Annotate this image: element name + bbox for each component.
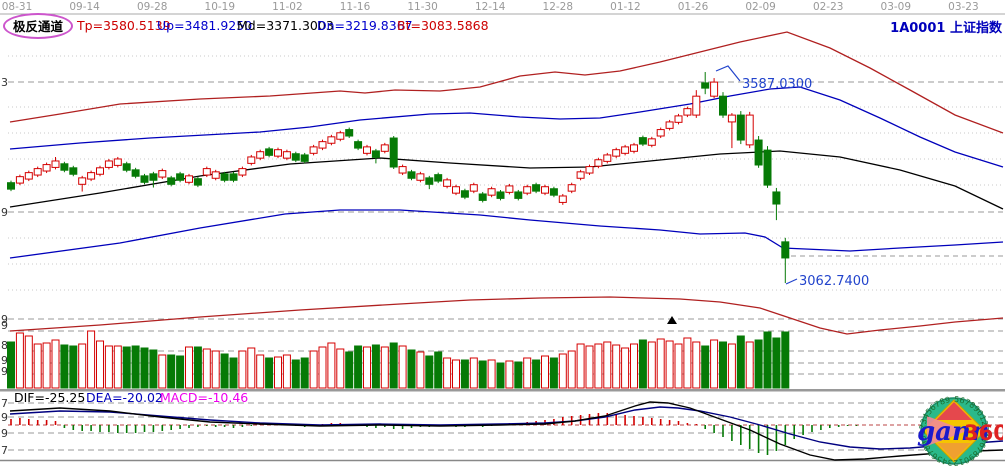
svg-text:7: 7 <box>1 444 8 457</box>
svg-text:9: 9 <box>1 319 8 332</box>
svg-text:8: 8 <box>1 339 8 352</box>
svg-text:3: 3 <box>1 76 8 89</box>
symbol-title: 1A0001 上证指数 <box>890 17 1002 36</box>
svg-text:01-26: 01-26 <box>678 1 709 13</box>
logo-arrow <box>927 416 967 446</box>
svg-text:09-14: 09-14 <box>69 1 100 13</box>
svg-text:09-28: 09-28 <box>137 1 168 13</box>
svg-text:9: 9 <box>1 427 8 440</box>
svg-text:12-14: 12-14 <box>475 1 506 13</box>
annotation-low-label: 3062.7400 <box>799 274 869 289</box>
candlesticks <box>7 72 790 284</box>
up-value: Up=3481.9250 <box>157 18 253 33</box>
annotation-high-label: 3587.0300 <box>742 77 812 92</box>
gann360-logo: 56789012345678901234567890123456789 gann… <box>905 396 1003 466</box>
svg-text:10-19: 10-19 <box>205 1 236 13</box>
dif-value: DIF=-25.25 <box>14 390 86 405</box>
svg-text:01-12: 01-12 <box>610 1 641 13</box>
annotation-low-pointer <box>785 278 798 285</box>
channel-indicator-badge[interactable]: 极反通道 <box>3 13 74 39</box>
macd-indicator <box>8 401 1004 461</box>
volume-bars <box>7 330 790 389</box>
marker-triangle-icon <box>667 316 677 324</box>
svg-text:02-23: 02-23 <box>813 1 844 13</box>
svg-text:02-09: 02-09 <box>745 1 776 13</box>
symbol-code: 1A0001 <box>890 21 946 36</box>
svg-text:9: 9 <box>1 354 8 367</box>
dn-value: Dn=3219.8367 <box>317 18 413 33</box>
svg-text:11-02: 11-02 <box>272 1 303 13</box>
svg-text:03-09: 03-09 <box>881 1 912 13</box>
svg-text:7: 7 <box>1 397 8 410</box>
annotation-high-pointer <box>715 65 741 82</box>
date-axis: 08-31 09-14 09-28 10-19 11-02 11-16 11-30 12-14… <box>0 1 1005 15</box>
logo-text-gann: gann <box>917 417 990 447</box>
logo-triangle-top <box>936 402 972 420</box>
md-value: Md=3371.3003 <box>237 18 334 33</box>
svg-text:11-16: 11-16 <box>340 1 371 13</box>
tp-value: Tp=3580.5139 <box>77 18 171 33</box>
macd-value: MACD=-10.46 <box>160 390 249 405</box>
symbol-name: 上证指数 <box>949 21 1002 36</box>
logo-text-360: 360 <box>964 421 1003 445</box>
svg-text:9: 9 <box>1 313 8 326</box>
svg-text:9: 9 <box>1 206 8 219</box>
svg-text:9: 9 <box>1 365 8 378</box>
svg-text:08-31: 08-31 <box>2 1 33 13</box>
svg-text:03-23: 03-23 <box>948 1 979 13</box>
svg-text:12-28: 12-28 <box>543 1 574 13</box>
bt-value: Bt=3083.5868 <box>397 18 489 33</box>
svg-text:9: 9 <box>1 411 8 424</box>
logo-triangle-bottom <box>937 443 971 460</box>
svg-text:11-30: 11-30 <box>407 1 438 13</box>
dea-value: DEA=-20.02 <box>86 390 163 405</box>
